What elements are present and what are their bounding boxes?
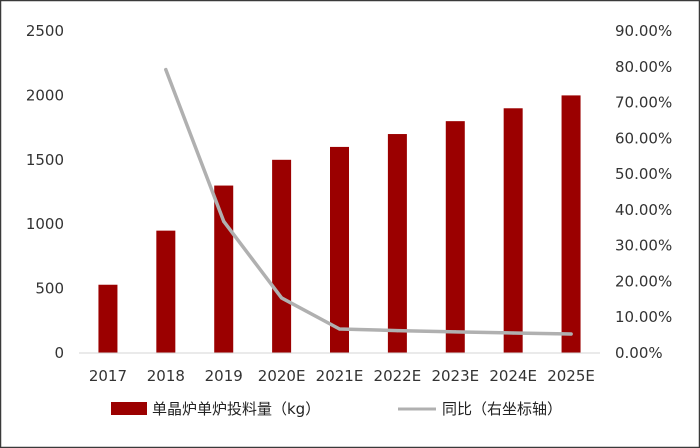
- x-axis: 2017 2018 2019 2020E 2021E 2022E 2023E 2024E 202…: [89, 367, 595, 385]
- bar: [214, 185, 234, 353]
- bar: [156, 230, 176, 353]
- y-left-tick-label: 0: [54, 344, 64, 362]
- right-y-axis: 0.00% 10.00% 20.00% 30.00% 40.00% 50.00% 60.00…: [615, 22, 672, 362]
- bar: [272, 159, 292, 353]
- x-tick-label: 2022E: [374, 367, 422, 385]
- legend: 单晶炉单炉投料量（kg） 同比（右坐标轴）: [111, 400, 562, 418]
- bar: [445, 121, 465, 353]
- x-tick-label: 2021E: [316, 367, 364, 385]
- line-point: [280, 296, 284, 300]
- bar: [98, 284, 118, 353]
- y-right-tick-label: 70.00%: [615, 94, 672, 112]
- line-point: [511, 331, 515, 335]
- y-right-tick-label: 10.00%: [615, 308, 672, 326]
- y-left-tick-label: 2500: [26, 22, 64, 40]
- bar-series: [98, 95, 581, 354]
- bar: [503, 108, 523, 353]
- y-right-tick-label: 90.00%: [615, 22, 672, 40]
- x-tick-label: 2024E: [489, 367, 537, 385]
- left-y-axis: 0 500 1000 1500 2000 2500: [26, 22, 64, 362]
- bar: [387, 134, 407, 353]
- line-point: [164, 68, 168, 72]
- legend-label-line: 同比（右坐标轴）: [442, 400, 562, 418]
- y-right-tick-label: 50.00%: [615, 165, 672, 183]
- bar: [330, 146, 349, 353]
- line-path: [164, 67, 573, 336]
- y-right-tick-label: 60.00%: [615, 129, 672, 147]
- y-left-tick-label: 1500: [26, 151, 64, 169]
- legend-label-bar: 单晶炉单炉投料量（kg）: [152, 400, 320, 418]
- y-right-tick-label: 80.00%: [615, 58, 672, 76]
- y-left-tick-label: 1000: [26, 215, 64, 233]
- line-point: [569, 332, 573, 336]
- y-left-tick-label: 2000: [26, 86, 64, 104]
- y-right-tick-label: 40.00%: [615, 201, 672, 219]
- y-right-tick-label: 0.00%: [615, 344, 663, 362]
- y-right-tick-label: 30.00%: [615, 237, 672, 255]
- line-point: [337, 327, 342, 331]
- line-point: [395, 329, 399, 333]
- x-tick-label: 2017: [89, 367, 127, 385]
- line-point: [453, 330, 457, 334]
- line-series: [164, 67, 573, 336]
- y-right-tick-label: 20.00%: [615, 272, 672, 290]
- x-tick-label: 2018: [147, 367, 185, 385]
- legend-swatch-bar: [111, 402, 147, 415]
- y-left-tick-label: 500: [35, 280, 64, 298]
- x-tick-label: 2019: [205, 367, 243, 385]
- x-tick-label: 2020E: [258, 367, 306, 385]
- bar: [561, 95, 581, 354]
- x-tick-label: 2023E: [431, 367, 479, 385]
- line-point: [222, 219, 226, 223]
- x-tick-label: 2025E: [547, 367, 595, 385]
